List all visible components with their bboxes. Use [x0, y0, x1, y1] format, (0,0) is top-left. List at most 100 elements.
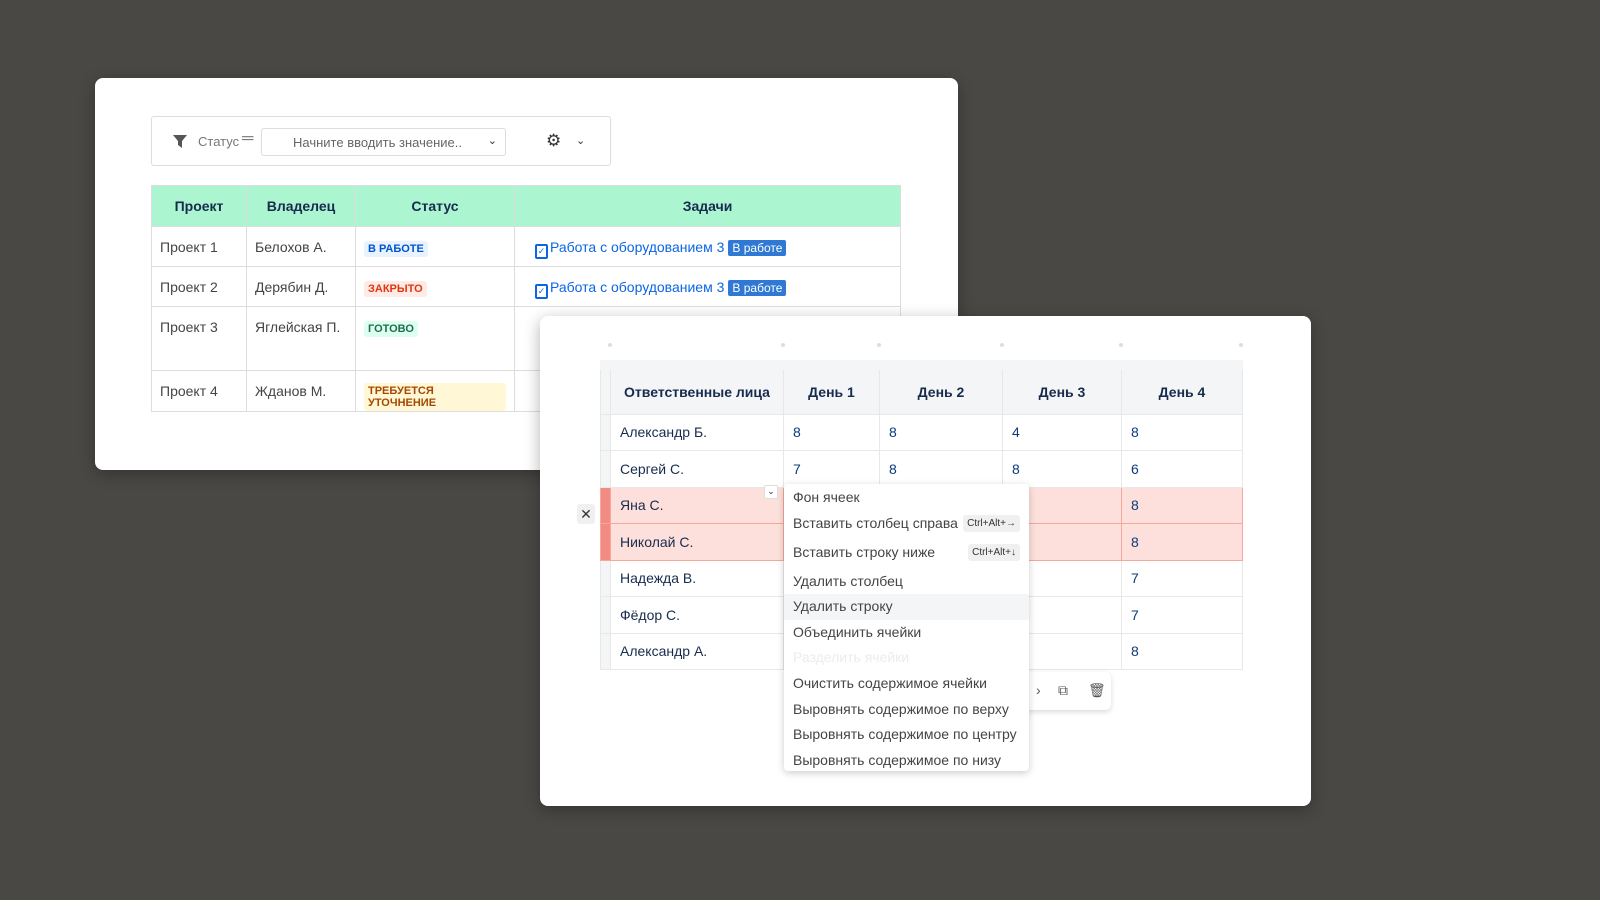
task-title: Работа с оборудованием 3 — [550, 279, 725, 295]
hours-cell[interactable]: 8 — [1121, 413, 1243, 451]
filter-value-input[interactable]: Начните вводить значение.. ⌄ — [261, 128, 506, 156]
name-cell[interactable]: Николай С. — [610, 523, 784, 561]
header-day-4: День 4 — [1121, 360, 1243, 415]
clipboard-check-icon: ✓ — [535, 284, 548, 299]
column-handle[interactable] — [608, 343, 612, 347]
row-handle[interactable] — [600, 559, 611, 597]
menu-item[interactable]: Выровнять содержимое по верху — [784, 697, 1029, 723]
hours-cell[interactable]: 8 — [1121, 486, 1243, 524]
cell-menu-chevron-icon[interactable]: ⌄ — [764, 485, 778, 499]
table-row: Проект 1 Белохов А. В РАБОТЕ ✓ Работа с о… — [151, 226, 901, 267]
menu-item[interactable]: Удалить столбец — [784, 569, 1029, 595]
hours-cell[interactable]: 8 — [1121, 632, 1243, 670]
task-status-badge: В работе — [728, 240, 787, 256]
header-day-3: День 3 — [1002, 360, 1122, 415]
menu-item-label: Удалить строку — [793, 598, 893, 615]
header-project: Проект — [151, 185, 247, 227]
shortcut-hint: Ctrl+Alt+↓ — [968, 543, 1020, 561]
task-link[interactable]: ✓ Работа с оборудованием 3 — [535, 279, 725, 299]
project-cell: Проект 1 — [151, 226, 247, 267]
hours-cell[interactable]: 7 — [783, 450, 880, 488]
menu-item[interactable]: Объединить ячейки — [784, 620, 1029, 646]
menu-item-label: Выровнять содержимое по низу — [793, 751, 1002, 768]
owner-cell: Жданов М. — [246, 370, 356, 412]
header-day-1: День 1 — [783, 360, 880, 415]
hours-cell[interactable]: 7 — [1121, 559, 1243, 597]
name-cell[interactable]: Александр А. — [610, 632, 784, 670]
row-handle[interactable] — [600, 450, 611, 488]
name-cell[interactable]: Надежда В. — [610, 559, 784, 597]
row-gutter — [600, 360, 611, 415]
menu-item-label: Вставить столбец справа — [793, 514, 958, 531]
header-owner: Владелец — [246, 185, 356, 227]
menu-item-label: Разделить ячейки — [793, 649, 910, 666]
close-icon[interactable]: ✕ — [577, 504, 595, 524]
trash-icon[interactable]: 🗑 — [1088, 682, 1106, 698]
hours-cell[interactable]: 7 — [1121, 596, 1243, 634]
column-handle[interactable] — [1000, 343, 1004, 347]
name-cell[interactable]: Яна С. — [610, 486, 784, 524]
filter-placeholder: Начните вводить значение.. — [293, 135, 462, 150]
name-cell[interactable]: Александр Б. — [610, 413, 784, 451]
menu-item: Разделить ячейки — [784, 645, 1029, 671]
project-cell: Проект 4 — [151, 370, 247, 412]
status-badge: ТРЕБУЕТСЯ УТОЧНЕНИЕ — [364, 383, 506, 411]
status-badge: ЗАКРЫТО — [364, 281, 427, 297]
menu-item-label: Выровнять содержимое по верху — [793, 700, 1009, 717]
header-responsible: Ответственные лица — [610, 360, 784, 415]
header-tasks: Задачи — [514, 185, 901, 227]
owner-cell: Яглейская П. — [246, 306, 356, 371]
hours-cell[interactable]: 8 — [783, 413, 880, 451]
hours-cell[interactable]: 8 — [1121, 523, 1243, 561]
column-handle[interactable] — [1119, 343, 1123, 347]
menu-item[interactable]: Выровнять содержимое по низу — [784, 748, 1029, 774]
name-cell[interactable]: Сергей С. — [610, 450, 784, 488]
shortcut-hint: Ctrl+Alt+→ — [963, 514, 1020, 532]
task-link[interactable]: ✓ Работа с оборудованием 3 — [535, 239, 725, 259]
chevron-down-icon: ⌄ — [487, 135, 497, 147]
row-handle[interactable] — [600, 632, 611, 670]
filter-operator[interactable]: ═ — [242, 130, 254, 147]
hours-cell[interactable]: 4 — [1002, 413, 1122, 451]
menu-item[interactable]: Вставить столбец справа Ctrl+Alt+→ — [784, 511, 1029, 540]
column-handle[interactable] — [781, 343, 785, 347]
menu-item[interactable]: Выровнять содержимое по центру — [784, 722, 1029, 748]
row-handle[interactable] — [600, 523, 611, 561]
task-title: Работа с оборудованием 3 — [550, 239, 725, 255]
gear-icon[interactable]: ⚙ — [546, 131, 562, 150]
arrow-icon[interactable]: › — [1036, 682, 1041, 698]
table-row: Сергей С. 7 8 8 6 — [600, 450, 1243, 488]
menu-item[interactable]: Удалить строку — [784, 594, 1029, 620]
filter-icon — [173, 135, 187, 148]
header-status: Статус — [355, 185, 515, 227]
chevron-down-icon[interactable]: ⌄ — [576, 135, 586, 147]
table-row: Александр Б. 8 8 4 8 — [600, 413, 1243, 451]
hours-cell[interactable]: 8 — [879, 450, 1003, 488]
row-handle[interactable] — [600, 413, 611, 451]
row-handle[interactable] — [600, 596, 611, 634]
status-cell: ЗАКРЫТО — [355, 266, 515, 307]
status-badge: ГОТОВО — [364, 321, 418, 337]
name-cell[interactable]: Фёдор С. — [610, 596, 784, 634]
menu-item-label: Удалить столбец — [793, 572, 903, 589]
column-handle[interactable] — [877, 343, 881, 347]
menu-item-label: Объединить ячейки — [793, 623, 922, 640]
menu-item[interactable]: Вставить строку ниже Ctrl+Alt+↓ — [784, 540, 1029, 569]
menu-item[interactable]: Фон ячеек — [784, 485, 1029, 511]
menu-item[interactable]: Очистить содержимое ячейки — [784, 671, 1029, 697]
status-cell: ГОТОВО — [355, 306, 515, 371]
hours-cell[interactable]: 8 — [879, 413, 1003, 451]
task-status-badge: В работе — [728, 280, 787, 296]
hours-cell[interactable]: 8 — [1002, 450, 1122, 488]
menu-item-label: Фон ячеек — [793, 489, 860, 505]
hours-cell[interactable]: 6 — [1121, 450, 1243, 488]
status-cell: В РАБОТЕ — [355, 226, 515, 267]
menu-item-label: Вставить строку ниже — [793, 543, 936, 560]
copy-icon[interactable]: ⧉ — [1058, 682, 1068, 698]
filter-label: Статус — [198, 134, 240, 149]
column-handle[interactable] — [1239, 343, 1243, 347]
project-cell: Проект 3 — [151, 306, 247, 371]
row-handle[interactable] — [600, 486, 611, 524]
